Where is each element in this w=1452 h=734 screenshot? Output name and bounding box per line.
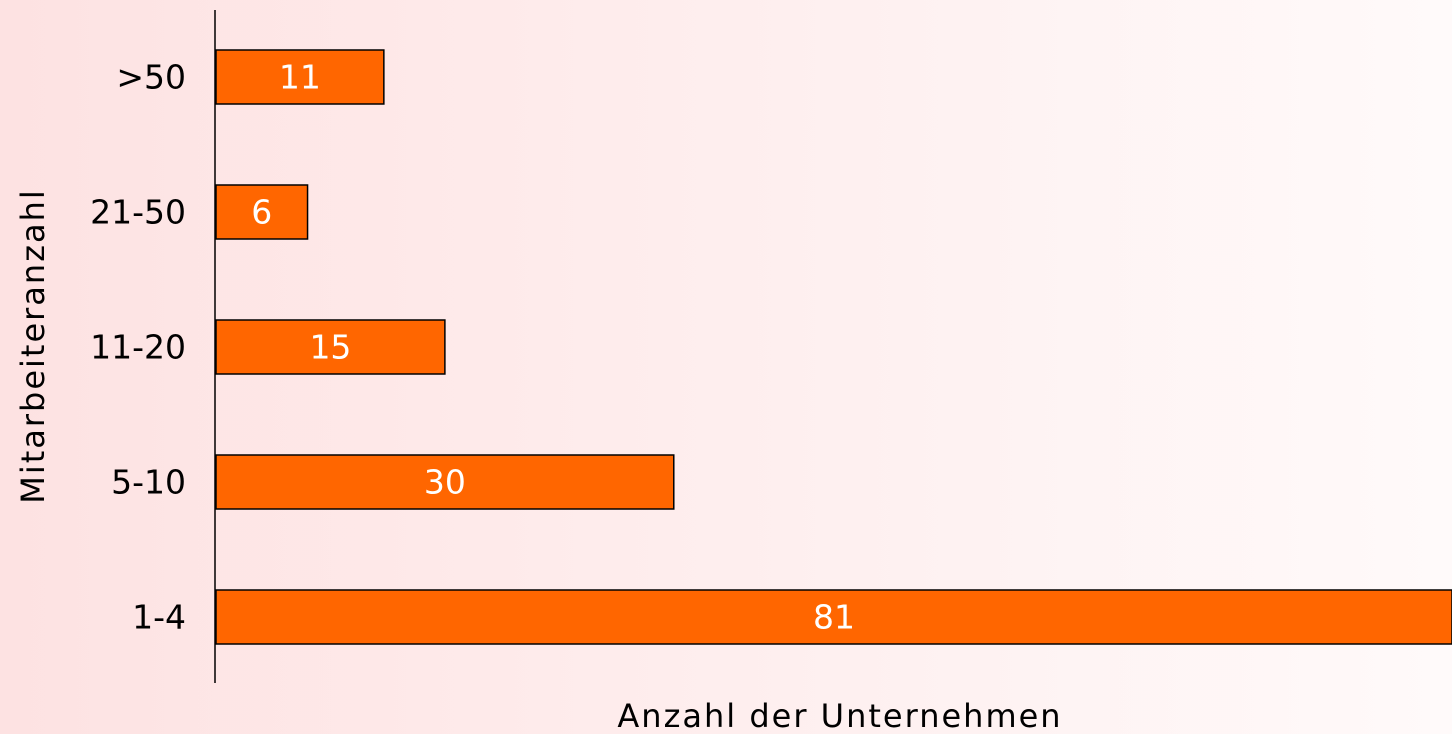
y-tick-label: 1-4	[132, 598, 186, 637]
y-tick-label: >50	[116, 58, 186, 97]
y-tick-label: 11-20	[90, 328, 186, 367]
value-label: 81	[813, 598, 855, 637]
bar	[215, 589, 1452, 645]
value-label: 30	[424, 463, 466, 502]
bar	[215, 454, 675, 510]
value-label: 11	[279, 58, 321, 97]
y-axis-title: Mitarbeiteranzahl	[14, 188, 52, 504]
y-tick-label: 5-10	[111, 463, 186, 502]
value-label: 15	[309, 328, 351, 367]
bar	[215, 49, 385, 105]
x-axis-title: Anzahl der Unternehmen	[617, 697, 1062, 734]
bar	[215, 319, 446, 375]
value-label: 6	[251, 193, 272, 232]
bar	[215, 184, 309, 240]
y-tick-label: 21-50	[90, 193, 186, 232]
